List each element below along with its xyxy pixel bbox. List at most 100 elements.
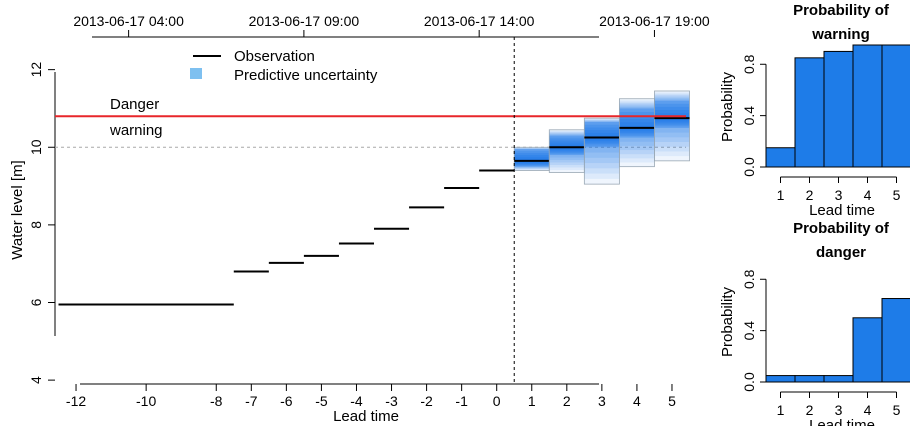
x-tick-label: 5: [668, 393, 676, 409]
prob-y-tick-label: 0.0: [741, 157, 757, 177]
uncertainty-layer: [654, 95, 690, 147]
uncertainty-layer: [549, 132, 585, 166]
prob-x-tick-label: 2: [806, 402, 814, 418]
prob-y-tick-label: 0.8: [741, 269, 757, 289]
x-tick-label: -2: [420, 393, 433, 409]
top-axis-ticks: 2013-06-17 04:00 2013-06-17 09:00 2013-06-…: [73, 13, 710, 37]
uncertainty-core: [549, 139, 585, 153]
top-tick-label: 2013-06-17 04:00: [73, 13, 184, 29]
x-tick-label: -5: [315, 393, 328, 409]
danger-label: Danger: [110, 96, 159, 113]
uncertainty-box: [654, 90, 690, 162]
uncertainty-layer: [549, 135, 585, 156]
y-tick-label: 12: [28, 62, 44, 78]
prob-x-tick-label: 5: [893, 402, 901, 418]
uncertainty-layer: [619, 101, 655, 159]
prob-x-tick-label: 4: [864, 402, 872, 418]
prob-bar: [881, 44, 910, 168]
uncertainty-layer: [549, 129, 585, 173]
prob-x-tick-label: 1: [777, 402, 785, 418]
prob-y-tick-label: 0.4: [741, 321, 757, 341]
y-tick-label: 10: [28, 139, 44, 155]
uncertainty-layer: [514, 148, 550, 169]
uncertainty-layer: [619, 108, 655, 138]
uncertainty-layer: [514, 148, 550, 169]
danger-chart-title-line1: Probability of: [793, 220, 890, 237]
uncertainty-layer: [514, 147, 550, 170]
uncertainty-core: [584, 124, 620, 146]
warning-probability-chart: Probability of warning 0.0 0.4 0.8 1 2 3 4 5 Lea…: [719, 2, 910, 219]
uncertainty-box: [548, 129, 585, 173]
uncertainty-layer: [619, 105, 655, 146]
water-level-chart: 2013-06-17 04:00 2013-06-17 09:00 2013-06-…: [9, 13, 710, 425]
prob-y-tick-label: 0.0: [741, 372, 757, 392]
uncertainty-layer: [584, 118, 620, 179]
uncertainty-core: [654, 103, 690, 127]
prob-x-tick-label: 3: [835, 402, 843, 418]
prob-bar: [852, 317, 883, 383]
uncertainty-box: [513, 146, 550, 171]
y-axis-label: Water level [m]: [9, 160, 26, 259]
x-tick-label: -3: [385, 393, 398, 409]
x-tick-label: 3: [598, 393, 606, 409]
uncertainty-layer: [584, 119, 620, 169]
legend-uncertainty-swatch: [190, 68, 202, 79]
uncertainty-layer: [654, 90, 690, 161]
x-tick-label: -1: [455, 393, 468, 409]
uncertainty-core: [584, 127, 620, 145]
uncertainty-layer: [549, 130, 585, 170]
uncertainty-core: [654, 100, 690, 128]
prob-x-tick-label: 2: [806, 187, 814, 203]
warning-chart-title-line1: Probability of: [793, 2, 890, 19]
y-axis-ticks: 4 6 8 10 12: [28, 62, 55, 384]
x-tick-label: -8: [210, 393, 223, 409]
uncertainty-layer: [584, 120, 620, 158]
uncertainty-layer: [514, 147, 550, 170]
uncertainty-core: [584, 130, 620, 143]
prob-x-tick-label: 3: [835, 187, 843, 203]
uncertainty-core: [619, 118, 655, 133]
legend-uncertainty-label: Predictive uncertainty: [234, 67, 378, 84]
x-tick-label: -4: [350, 393, 363, 409]
uncertainty-layer: [619, 107, 655, 142]
uncertainty-core: [584, 122, 620, 148]
prob-x-axis-label: Lead time: [809, 202, 875, 219]
uncertainty-layer: [654, 96, 690, 142]
uncertainty-box: [618, 98, 655, 168]
prob-x-axis-label: Lead time: [809, 417, 875, 426]
uncertainty-layer: [549, 134, 585, 158]
prob-bar: [823, 50, 854, 168]
uncertainty-core: [549, 135, 585, 156]
uncertainty-box: [583, 117, 620, 185]
y-tick-label: 4: [28, 376, 44, 384]
x-tick-label: 2: [563, 393, 571, 409]
prob-bar: [765, 375, 796, 383]
uncertainty-layer: [514, 148, 550, 168]
danger-chart-title-line2: danger: [816, 244, 866, 261]
prob-bar: [794, 375, 825, 383]
prob-x-tick-label: 4: [864, 187, 872, 203]
prob-y-axis-label: Probability: [719, 286, 736, 357]
top-tick-label: 2013-06-17 14:00: [424, 13, 535, 29]
legend: Observation Predictive uncertainty: [190, 48, 378, 84]
x-tick-label: 1: [528, 393, 536, 409]
prob-bar: [765, 147, 796, 168]
warning-chart-title-line2: warning: [811, 26, 870, 43]
prob-bar: [794, 57, 825, 168]
uncertainty-outline: [654, 90, 690, 162]
uncertainty-layer: [514, 149, 550, 167]
legend-observation-label: Observation: [234, 48, 315, 65]
y-tick-label: 6: [28, 298, 44, 306]
prob-bar: [881, 298, 910, 383]
uncertainty-core: [619, 115, 655, 135]
danger-probability-chart: Probability of danger 0.0 0.4 0.8 1 2 3 4 5 Lead…: [719, 220, 910, 426]
prob-y-tick-label: 0.8: [741, 54, 757, 74]
uncertainty-core: [549, 137, 585, 154]
uncertainty-layer: [584, 120, 620, 164]
x-tick-label: 0: [493, 393, 501, 409]
uncertainty-layer: [654, 92, 690, 157]
x-axis-ticks: -12 -10 -8 -7 -6 -5 -4 -3 -2 -1 0 1 2 3 4 5: [66, 384, 676, 409]
uncertainty-layer: [584, 118, 620, 185]
uncertainty-layer: [654, 100, 690, 128]
